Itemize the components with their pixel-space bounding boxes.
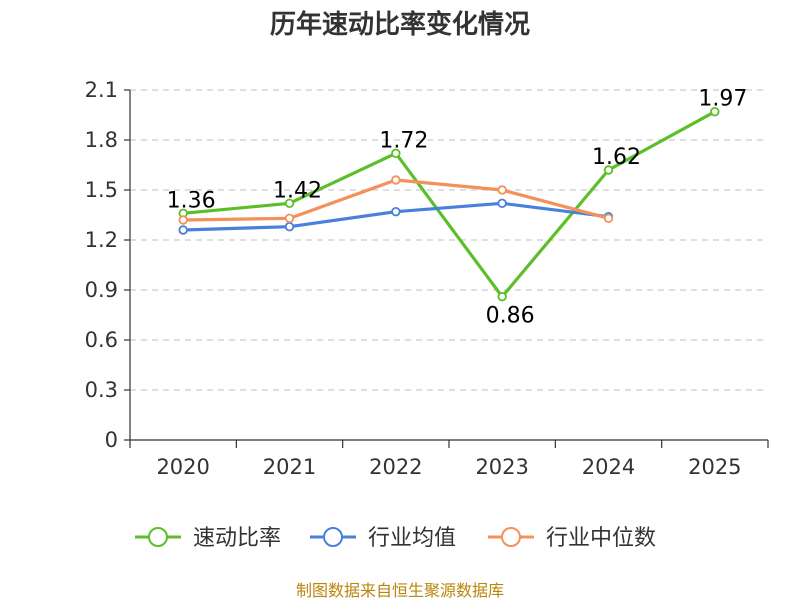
series-point-0	[603, 165, 614, 175]
series-point-0	[710, 106, 720, 117]
legend-label-1: 行业均值	[368, 526, 456, 551]
y-tick-label: 1.8	[85, 128, 118, 152]
y-tick-label: 1.2	[85, 228, 118, 252]
series-point-2	[497, 185, 507, 195]
series-layer	[178, 106, 720, 302]
y-tick-label: 0.3	[85, 378, 118, 402]
data-label: 0.86	[486, 304, 535, 329]
data-label: 1.72	[379, 128, 428, 153]
chart-title: 历年速动比率变化情况	[270, 9, 530, 40]
x-tick-label: 2023	[475, 455, 528, 479]
y-tick-label: 0.9	[85, 278, 118, 302]
series-point-1	[497, 198, 507, 209]
x-tick-label: 2020	[156, 455, 209, 479]
series-point-1	[391, 206, 401, 217]
data-label: 1.36	[167, 188, 216, 213]
x-tick-label: 2021	[263, 455, 316, 479]
series-point-1	[178, 225, 188, 235]
y-tick-label: 0	[105, 428, 118, 452]
legend-marker-2	[501, 527, 521, 547]
series-point-0	[497, 291, 507, 302]
legend-marker-0	[148, 527, 168, 547]
y-tick-label: 0.6	[85, 328, 118, 352]
data-label: 1.62	[592, 145, 641, 170]
legend-marker-1	[323, 527, 343, 547]
series-point-2	[284, 213, 295, 224]
series-point-2	[391, 175, 401, 185]
y-tick-label: 1.5	[85, 178, 118, 202]
data-label: 1.97	[698, 87, 747, 112]
series-point-2	[178, 215, 188, 225]
series-line-0	[183, 110, 716, 299]
series-point-1	[284, 221, 295, 232]
series-point-2	[603, 213, 614, 224]
data-labels: 1.36 1.42 1.72 0.86 1.62 1.97	[167, 87, 748, 329]
source-note: 制图数据来自恒生聚源数据库	[296, 581, 504, 600]
x-tick-label: 2022	[369, 455, 422, 479]
data-label: 1.42	[273, 178, 322, 203]
y-tick-label: 2.1	[85, 78, 118, 102]
series-point-0	[284, 198, 295, 209]
legend: 速动比率 行业均值 行业中位数	[135, 526, 656, 551]
legend-label-0: 速动比率	[193, 526, 281, 551]
x-tick-label: 2025	[688, 455, 741, 479]
legend-label-2: 行业中位数	[546, 526, 656, 551]
axes: 0 0.3 0.6 0.9 1.2 1.5 1.8 2.1 2020 2021 2022 2023 20…	[85, 78, 769, 479]
series-point-0	[391, 148, 401, 159]
x-tick-label: 2024	[582, 455, 635, 479]
